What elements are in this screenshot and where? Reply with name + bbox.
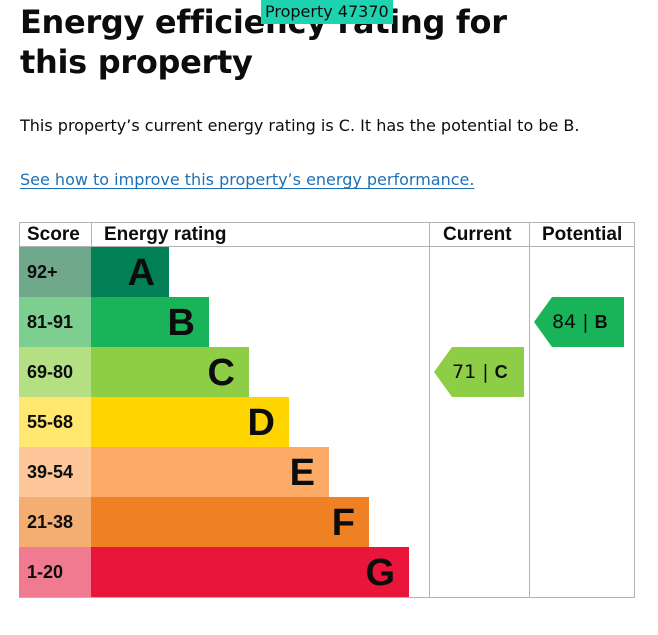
rating-band: D bbox=[91, 397, 289, 447]
potential-letter: B bbox=[594, 312, 608, 332]
score-cell: 69-80 bbox=[19, 347, 91, 397]
property-tag: Property 47370 bbox=[261, 0, 393, 24]
header-divider bbox=[19, 246, 634, 247]
header-score: Score bbox=[27, 224, 80, 245]
band-letter: B bbox=[167, 302, 195, 344]
rating-summary: This property’s current energy rating is… bbox=[20, 116, 580, 135]
header-potential: Potential bbox=[542, 224, 623, 245]
improve-performance-link[interactable]: See how to improve this property’s energ… bbox=[20, 170, 475, 189]
band-letter: C bbox=[207, 352, 235, 394]
column-divider bbox=[429, 222, 430, 597]
current-rating-arrow: 71 | C bbox=[434, 347, 524, 397]
rating-band: C bbox=[91, 347, 249, 397]
column-divider bbox=[529, 222, 530, 597]
rating-band: A bbox=[91, 247, 169, 297]
current-letter: C bbox=[494, 362, 508, 382]
score-cell: 55-68 bbox=[19, 397, 91, 447]
potential-rating-value: 84 | B bbox=[552, 297, 608, 347]
current-score: 71 bbox=[452, 361, 477, 383]
score-cell: 39-54 bbox=[19, 447, 91, 497]
band-letter: F bbox=[331, 502, 355, 544]
current-rating-value: 71 | C bbox=[452, 347, 508, 397]
potential-rating-arrow: 84 | B bbox=[534, 297, 624, 347]
score-cell: 1-20 bbox=[19, 547, 91, 597]
rating-band: B bbox=[91, 297, 209, 347]
header-current: Current bbox=[443, 224, 512, 245]
current-separator: | bbox=[482, 361, 489, 383]
header-energy-rating: Energy rating bbox=[104, 224, 227, 245]
potential-score: 84 bbox=[552, 311, 577, 333]
band-letter: A bbox=[127, 252, 155, 294]
band-letter: D bbox=[247, 402, 275, 444]
band-letter: G bbox=[365, 552, 395, 594]
rating-band: E bbox=[91, 447, 329, 497]
rating-band: F bbox=[91, 497, 369, 547]
rating-band: G bbox=[91, 547, 409, 597]
score-cell: 92+ bbox=[19, 247, 91, 297]
energy-rating-chart: Score Energy rating Current Potential 92… bbox=[19, 222, 635, 598]
band-letter: E bbox=[289, 452, 315, 494]
current-arrow-shape bbox=[434, 347, 524, 397]
potential-arrow-shape bbox=[534, 297, 624, 347]
potential-separator: | bbox=[582, 311, 589, 333]
score-cell: 21-38 bbox=[19, 497, 91, 547]
score-cell: 81-91 bbox=[19, 297, 91, 347]
